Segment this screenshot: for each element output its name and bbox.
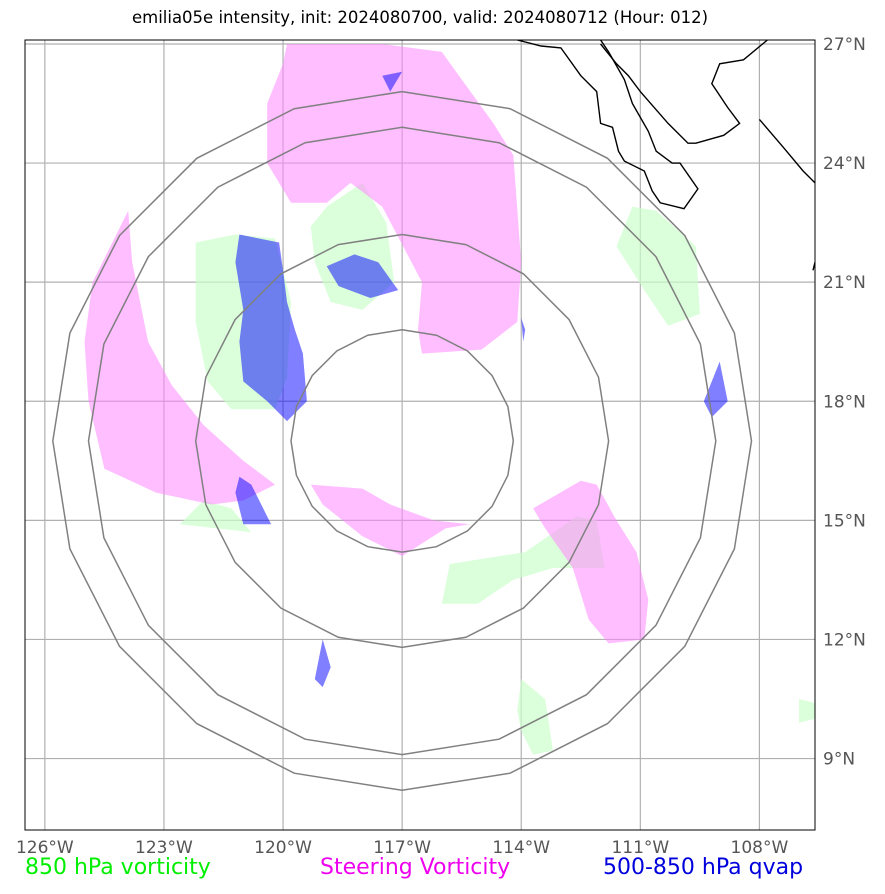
lon-tick-label: 120°W: [254, 838, 312, 858]
coastline: [517, 40, 815, 271]
lat-tick-label: 9°N: [823, 750, 855, 770]
lon-tick-label: 126°W: [16, 838, 74, 858]
lon-tick-label: 114°W: [492, 838, 550, 858]
lat-tick-label: 24°N: [823, 154, 866, 174]
lat-tick-label: 21°N: [823, 273, 866, 293]
legend-steering-vorticity: Steering Vorticity: [320, 855, 511, 880]
qvap-area: [521, 317, 526, 342]
lon-tick-label: 117°W: [373, 838, 431, 858]
lat-tick-label: 15°N: [823, 511, 866, 531]
qvap-area: [314, 639, 331, 688]
range-rings: [52, 90, 753, 792]
range-ring: [87, 126, 717, 756]
coastline-segment: [600, 40, 768, 144]
lat-tick-label: 18°N: [823, 392, 866, 412]
lon-tick-label: 111°W: [611, 838, 669, 858]
lat-tick-label: 12°N: [823, 630, 866, 650]
lon-tick-label: 108°W: [731, 838, 789, 858]
steering-vorticity-area: [84, 210, 276, 505]
latitude-tick-labels: 27°N 24°N 21°N 18°N 15°N 12°N 9°N: [823, 35, 866, 770]
coastline-segment: [758, 118, 815, 184]
range-ring: [52, 90, 753, 792]
longitude-tick-labels: 126°W 123°W 120°W 117°W 114°W 111°W 108°W: [16, 838, 789, 858]
map-frame: [24, 39, 816, 831]
vorticity-850-area: [179, 500, 252, 533]
steering-vorticity-area: [533, 480, 649, 644]
legend-qvap: 500-850 hPa qvap: [603, 855, 804, 880]
vorticity-850-area: [616, 206, 700, 326]
steering-vorticity-layer: [84, 44, 649, 644]
steering-vorticity-area: [310, 484, 470, 557]
lat-tick-label: 27°N: [823, 35, 866, 55]
qvap-area: [326, 254, 399, 298]
vorticity-850-area: [441, 468, 605, 604]
qvap-area: [235, 476, 272, 525]
vorticity-850-area: [799, 699, 815, 723]
qvap-area: [235, 234, 307, 422]
range-ring: [194, 233, 610, 649]
map-title: emilia05e intensity, init: 2024080700, v…: [131, 8, 709, 27]
qvap-area: [382, 71, 403, 92]
lon-tick-label: 123°W: [135, 838, 193, 858]
vorticity-850-area: [517, 679, 553, 755]
steering-vorticity-area: [267, 44, 522, 354]
coastline-segment: [517, 40, 699, 210]
range-ring: [290, 329, 515, 553]
legend-850-vorticity: 850 hPa vorticity: [25, 855, 211, 880]
